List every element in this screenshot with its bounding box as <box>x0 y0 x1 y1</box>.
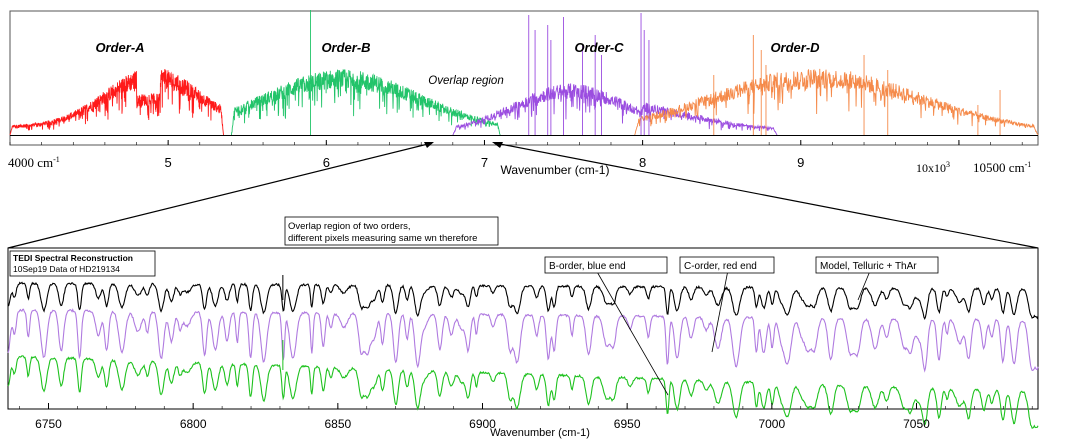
bottom-x-tick-label: 6950 <box>614 417 641 431</box>
bottom-panel: 6750 6800 6850 6900 6950 7000 7050 TEDI Spectr… <box>7 216 1039 439</box>
order-a-label: Order-A <box>95 40 144 55</box>
callout-c-box <box>679 256 775 274</box>
top-x-tick-label: 7 <box>481 155 488 170</box>
bottom-title-box <box>9 250 156 277</box>
callout-overlap-box <box>284 216 499 246</box>
bottom-x-axis-label: Wavenumber (cm-1) <box>490 427 590 439</box>
bottom-panel-frame <box>7 247 1039 410</box>
overlap-region-label: Overlap region <box>428 75 503 87</box>
right-end-label: 10500 cm-1 <box>973 160 1031 175</box>
callout-overlap-line2: different pixels measuring same wn there… <box>288 233 477 244</box>
bottom-x-ticks: 6750 6800 6850 6900 6950 7000 7050 <box>19 403 1033 431</box>
callout-overlap-line1: Overlap region of two orders, <box>288 221 411 232</box>
multiplier-label: 10x103 <box>916 160 950 175</box>
bottom-traces <box>7 275 1039 429</box>
zoom-line-left <box>7 142 433 249</box>
top-x-tick-label: 9 <box>797 155 804 170</box>
top-traces <box>9 10 1039 136</box>
bottom-trace-1 <box>7 308 1039 373</box>
bottom-x-tick-label: 6750 <box>35 417 62 431</box>
bottom-x-tick-label: 6850 <box>324 417 351 431</box>
bottom-x-tick-label: 6900 <box>469 417 496 431</box>
order-b-label: Order-B <box>321 40 370 55</box>
top-x-tick-label: 8 <box>639 155 646 170</box>
order-d-label: Order-D <box>770 40 820 55</box>
order-c-label: Order-C <box>574 40 624 55</box>
callout-b-box <box>544 256 668 274</box>
top-x-ticks: 5 6 7 8 9 <box>9 140 1023 170</box>
callout-b-leader <box>595 269 669 396</box>
zoom-arrow-left <box>424 142 434 148</box>
bottom-x-tick-label: 7050 <box>903 417 930 431</box>
bottom-trace-2 <box>7 355 1039 429</box>
top-x-axis-label: Wavenumber (cm-1) <box>501 163 610 177</box>
callout-model-label: Model, Telluric + ThAr <box>820 261 917 272</box>
top-x-tick-label: 5 <box>165 155 172 170</box>
top-x-tick-label: 6 <box>323 155 330 170</box>
bottom-subtitle: 10Sep19 Data of HD219134 <box>13 264 120 274</box>
callout-c-leader <box>711 269 729 353</box>
top-panel: 5 6 7 8 9 Order-A Order-B Order-C Order-D Ov… <box>8 10 1039 177</box>
callout-model-leader <box>857 270 871 301</box>
top-trace-order-c <box>452 83 778 136</box>
zoom-line-right <box>494 142 1039 249</box>
callout-c-label: C-order, red end <box>684 261 757 272</box>
zoom-connectors <box>7 142 1039 249</box>
top-trace-order-d <box>634 68 1039 136</box>
bottom-title: TEDI Spectral Reconstruction <box>13 253 133 263</box>
top-panel-frame <box>9 10 1039 146</box>
bottom-x-tick-label: 6800 <box>180 417 207 431</box>
left-end-label: 4000 cm-1 <box>8 155 60 170</box>
callout-b-label: B-order, blue end <box>549 261 626 272</box>
bottom-x-tick-label: 7000 <box>758 417 785 431</box>
bottom-trace-0 <box>7 281 1039 320</box>
zoom-arrow-right <box>492 142 503 148</box>
top-trace-order-a <box>9 68 224 136</box>
callout-model-box <box>815 256 939 274</box>
top-trace-order-b <box>230 69 501 136</box>
